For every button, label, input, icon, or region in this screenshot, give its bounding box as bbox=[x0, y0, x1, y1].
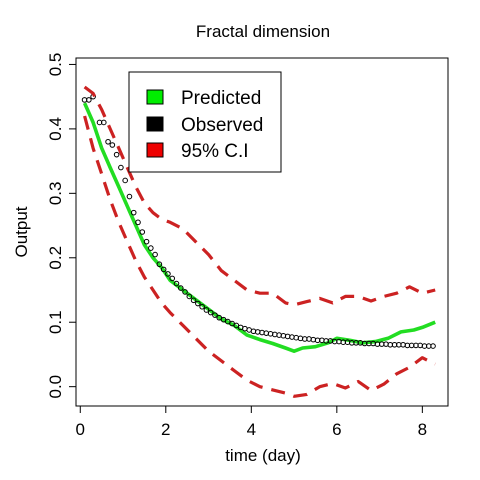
y-tick-label: 0.1 bbox=[46, 310, 65, 334]
observed-point bbox=[160, 266, 167, 273]
observed-point bbox=[122, 177, 128, 184]
observed-point bbox=[207, 309, 214, 316]
x-tick-label: 4 bbox=[247, 420, 256, 439]
observed-point bbox=[182, 289, 188, 295]
observed-point bbox=[212, 312, 218, 318]
legend-swatch-observed bbox=[146, 116, 164, 132]
observed-point bbox=[135, 219, 141, 226]
observed-point bbox=[203, 307, 210, 313]
observed-point bbox=[109, 142, 116, 148]
observed-point bbox=[152, 251, 158, 258]
observed-point bbox=[186, 293, 193, 300]
x-tick-label: 0 bbox=[76, 420, 85, 439]
y-axis-label: Output bbox=[12, 206, 31, 257]
observed-point bbox=[173, 280, 180, 287]
y-tick-label: 0.3 bbox=[46, 182, 65, 206]
observed-point bbox=[126, 193, 133, 200]
95-c-i-lower-line bbox=[83, 115, 436, 398]
legend-swatch-predicted bbox=[146, 89, 164, 105]
observed-point bbox=[169, 275, 176, 282]
observed-point bbox=[105, 138, 111, 145]
observed-point bbox=[100, 119, 107, 126]
y-tick-label: 0.4 bbox=[46, 117, 65, 141]
legend-label-ci: 95% C.I bbox=[181, 141, 249, 162]
observed-point bbox=[118, 164, 124, 171]
x-axis-label: time (day) bbox=[225, 446, 301, 465]
x-tick-label: 6 bbox=[332, 420, 341, 439]
observed-point bbox=[139, 229, 146, 235]
observed-point bbox=[156, 261, 163, 268]
legend: Predicted Observed 95% C.I bbox=[128, 71, 282, 173]
x-tick-label: 8 bbox=[418, 420, 427, 439]
axes: 0 2 4 6 8 0.0 0.1 0.2 0.3 0.4 0.5 bbox=[46, 53, 427, 439]
observed-point bbox=[195, 300, 201, 307]
observed-point bbox=[148, 245, 154, 251]
legend-label-observed: Observed bbox=[181, 115, 263, 136]
observed-point bbox=[86, 97, 92, 103]
y-tick-label: 0.2 bbox=[46, 246, 65, 270]
observed-point bbox=[430, 343, 436, 349]
legend-swatch-ci bbox=[146, 142, 164, 158]
observed-point bbox=[190, 297, 197, 304]
y-tick-label: 0.0 bbox=[46, 375, 65, 399]
observed-point bbox=[165, 271, 171, 277]
observed-point bbox=[199, 303, 205, 310]
observed-point bbox=[177, 285, 184, 291]
observed-point bbox=[143, 238, 150, 245]
observed-point bbox=[113, 151, 120, 158]
observed-point bbox=[130, 209, 137, 216]
legend-label-predicted: Predicted bbox=[181, 88, 261, 109]
x-tick-label: 2 bbox=[161, 420, 170, 439]
y-tick-label: 0.5 bbox=[46, 53, 65, 77]
chart-title: Fractal dimension bbox=[196, 22, 330, 41]
